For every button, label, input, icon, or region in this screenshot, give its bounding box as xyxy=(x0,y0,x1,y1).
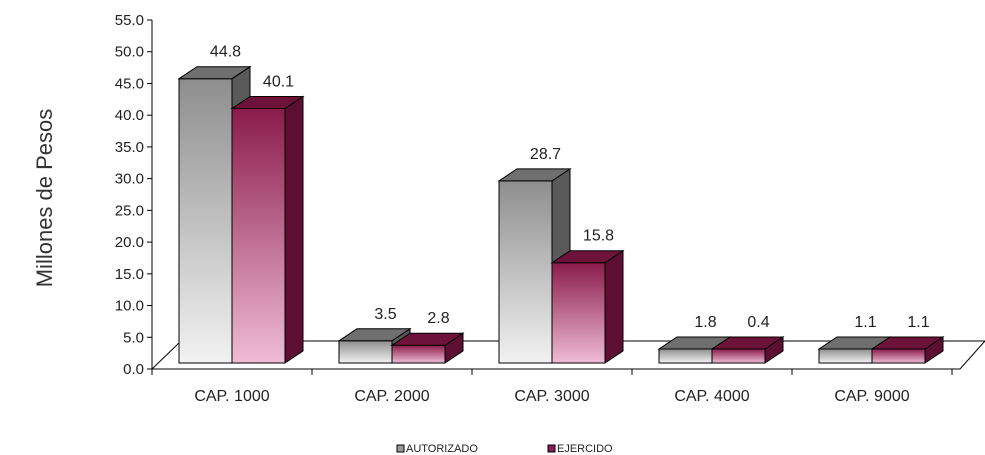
x-category-label: CAP. 2000 xyxy=(354,388,429,405)
data-label: 0.4 xyxy=(747,314,769,331)
data-label: 40.1 xyxy=(263,74,294,91)
x-category-label: CAP. 4000 xyxy=(674,388,749,405)
y-tick-label: 50.0 xyxy=(115,44,144,61)
data-label: 15.8 xyxy=(583,228,614,245)
y-axis-title: Millones de Pesos xyxy=(32,109,57,288)
bar-ejercido-4 xyxy=(710,336,785,364)
bar-ejercido-5 xyxy=(870,336,945,364)
x-category-label: CAP. 1000 xyxy=(194,388,269,405)
legend-item-ejercido: EJERCIDO xyxy=(547,443,613,455)
bar-front xyxy=(711,348,766,364)
y-tick-label: 20.0 xyxy=(115,234,144,251)
bar-top xyxy=(390,332,465,346)
data-label: 28.7 xyxy=(530,146,561,163)
data-labels: 44.8 40.1 3.5 2.8 28.7 15.8 1.8 0.4 1.1 1.1 xyxy=(210,44,930,331)
bar-front xyxy=(178,78,233,364)
legend: AUTORIZADO EJERCIDO xyxy=(396,443,613,455)
x-category-label: CAP. 9000 xyxy=(834,388,909,405)
bar-top xyxy=(177,66,252,80)
y-tick-label: 35.0 xyxy=(115,139,144,156)
bar-top xyxy=(550,250,625,264)
y-tick-label: 0.0 xyxy=(123,361,144,378)
legend-label: AUTORIZADO xyxy=(406,443,478,455)
data-label: 2.8 xyxy=(427,310,449,327)
y-tick-label: 45.0 xyxy=(115,75,144,92)
y-tick-label: 5.0 xyxy=(123,329,144,346)
bar-side xyxy=(284,95,304,364)
bar-ejercido-1 xyxy=(230,95,305,364)
bars xyxy=(177,65,945,364)
y-tick-label: 30.0 xyxy=(115,171,144,188)
bar-top xyxy=(230,96,305,110)
legend-swatch xyxy=(396,444,405,453)
bar-front xyxy=(658,348,713,364)
bar-top xyxy=(337,328,412,342)
y-tick-label: 25.0 xyxy=(115,202,144,219)
data-label: 1.1 xyxy=(854,314,876,331)
x-category-label: CAP. 3000 xyxy=(514,388,589,405)
y-axis: 0.0 5.0 10.0 15.0 20.0 25.0 30.0 35.0 40.0 45.0 50… xyxy=(115,12,153,378)
bar-top xyxy=(497,168,572,182)
bar-front xyxy=(231,108,286,364)
legend-label: EJERCIDO xyxy=(557,443,613,455)
bar-ejercido-2 xyxy=(390,332,465,364)
bar-front xyxy=(871,348,926,364)
data-label: 44.8 xyxy=(210,44,241,61)
bar-top xyxy=(710,336,785,350)
data-label: 1.1 xyxy=(907,314,929,331)
y-tick-label: 40.0 xyxy=(115,107,144,124)
y-tick-label: 55.0 xyxy=(115,12,144,29)
x-axis-categories: CAP. 1000 CAP. 2000 CAP. 3000 CAP. 4000 CAP.… xyxy=(151,368,960,405)
bar-ejercido-3 xyxy=(550,249,625,364)
bar-front xyxy=(498,180,553,364)
y-tick-label: 10.0 xyxy=(115,298,144,315)
bar-top xyxy=(870,336,945,350)
bar-side xyxy=(604,249,624,364)
legend-item-autorizado: AUTORIZADO xyxy=(396,443,478,455)
bar-front xyxy=(818,348,873,364)
y-tick-label: 15.0 xyxy=(115,266,144,283)
data-label: 1.8 xyxy=(694,314,716,331)
bar-autorizado-4 xyxy=(657,336,732,364)
data-label: 3.5 xyxy=(374,306,396,323)
bar-front xyxy=(338,340,393,364)
legend-swatch xyxy=(547,444,556,453)
bar-front xyxy=(551,262,606,364)
bar-front xyxy=(391,344,446,364)
